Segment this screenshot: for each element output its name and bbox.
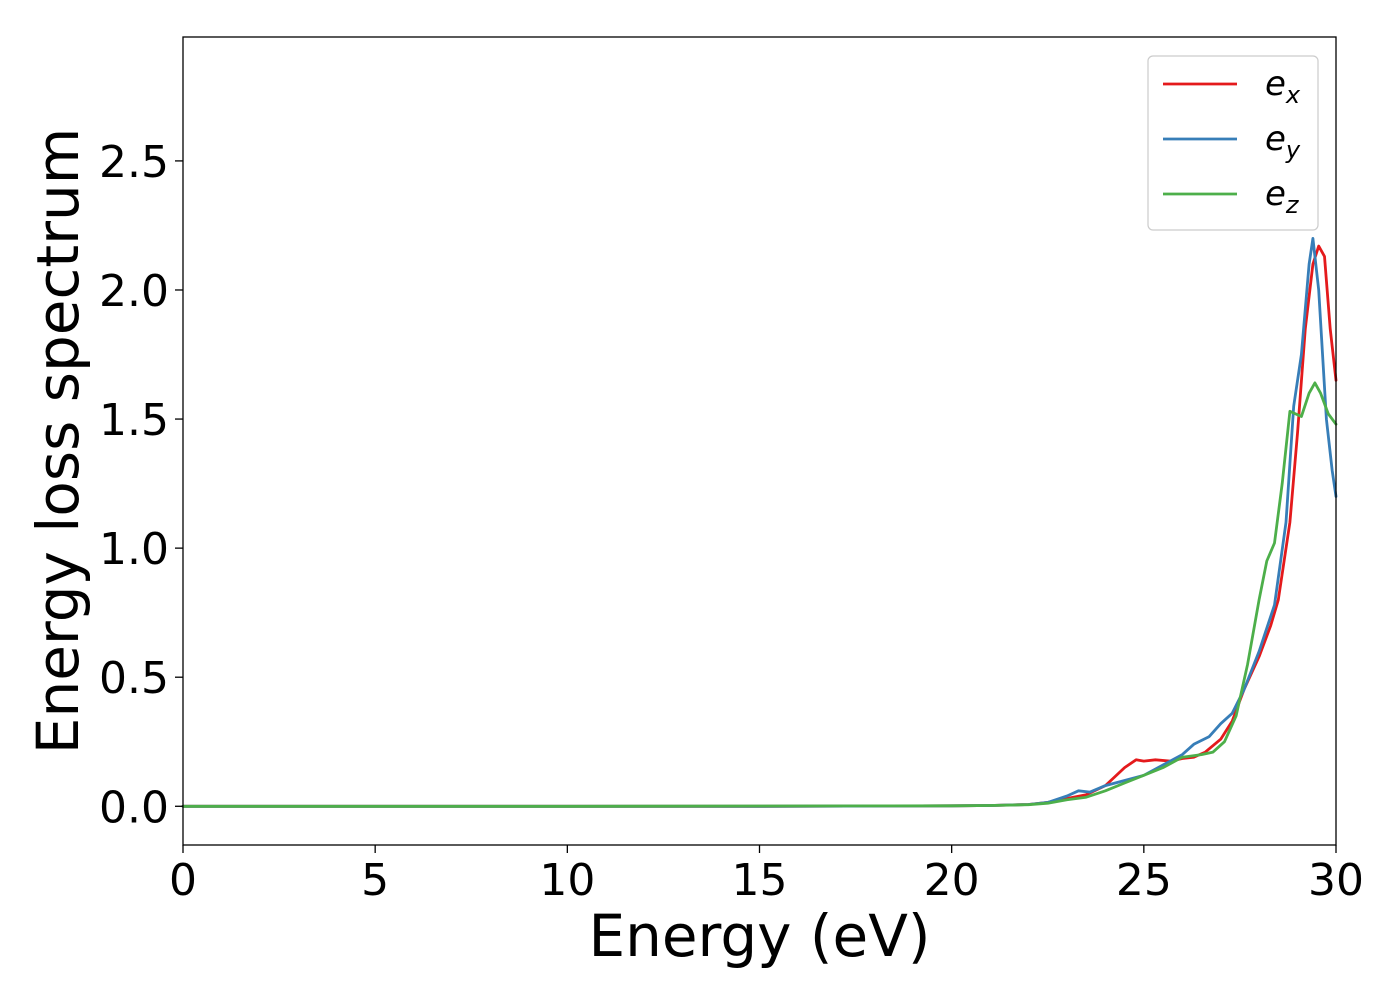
x-tick-label: 20: [924, 855, 980, 906]
legend-label-y: ey: [1265, 119, 1301, 164]
x-axis-label: Energy (eV): [588, 902, 930, 970]
y-tick-label: 0.5: [99, 653, 169, 704]
x-tick-label: 30: [1308, 855, 1364, 906]
x-tick-label: 15: [732, 855, 788, 906]
legend-label-subscript: y: [1285, 136, 1301, 164]
legend-label-subscript: x: [1285, 81, 1301, 109]
legend-label-subscript: z: [1285, 191, 1300, 219]
y-axis-ticks: 0.0 0.5 1.0 1.5 2.0 2.5: [99, 137, 183, 833]
series-line-z: [181, 381, 1338, 808]
legend-label-base: e: [1265, 174, 1286, 214]
y-axis-label: Energy loss spectrum: [24, 128, 92, 754]
y-tick-label: 1.5: [99, 395, 169, 446]
y-tick-label: 0.0: [99, 782, 169, 833]
series-lines: [181, 236, 1338, 808]
legend-box: [1147, 55, 1319, 231]
x-tick-label: 25: [1116, 855, 1172, 906]
x-tick-label: 10: [539, 855, 595, 906]
y-tick-label: 2.0: [99, 266, 169, 317]
legend-label-z: ez: [1265, 174, 1300, 219]
x-tick-label: 5: [361, 855, 389, 906]
legend-label-base: e: [1265, 64, 1286, 104]
x-tick-label: 0: [169, 855, 197, 906]
legend-label-x: ex: [1265, 64, 1301, 109]
y-tick-label: 2.5: [99, 137, 169, 188]
legend-label-base: e: [1265, 119, 1286, 159]
x-axis-ticks: 0 5 10 15 20 25 30: [169, 845, 1364, 906]
y-tick-label: 1.0: [99, 524, 169, 575]
